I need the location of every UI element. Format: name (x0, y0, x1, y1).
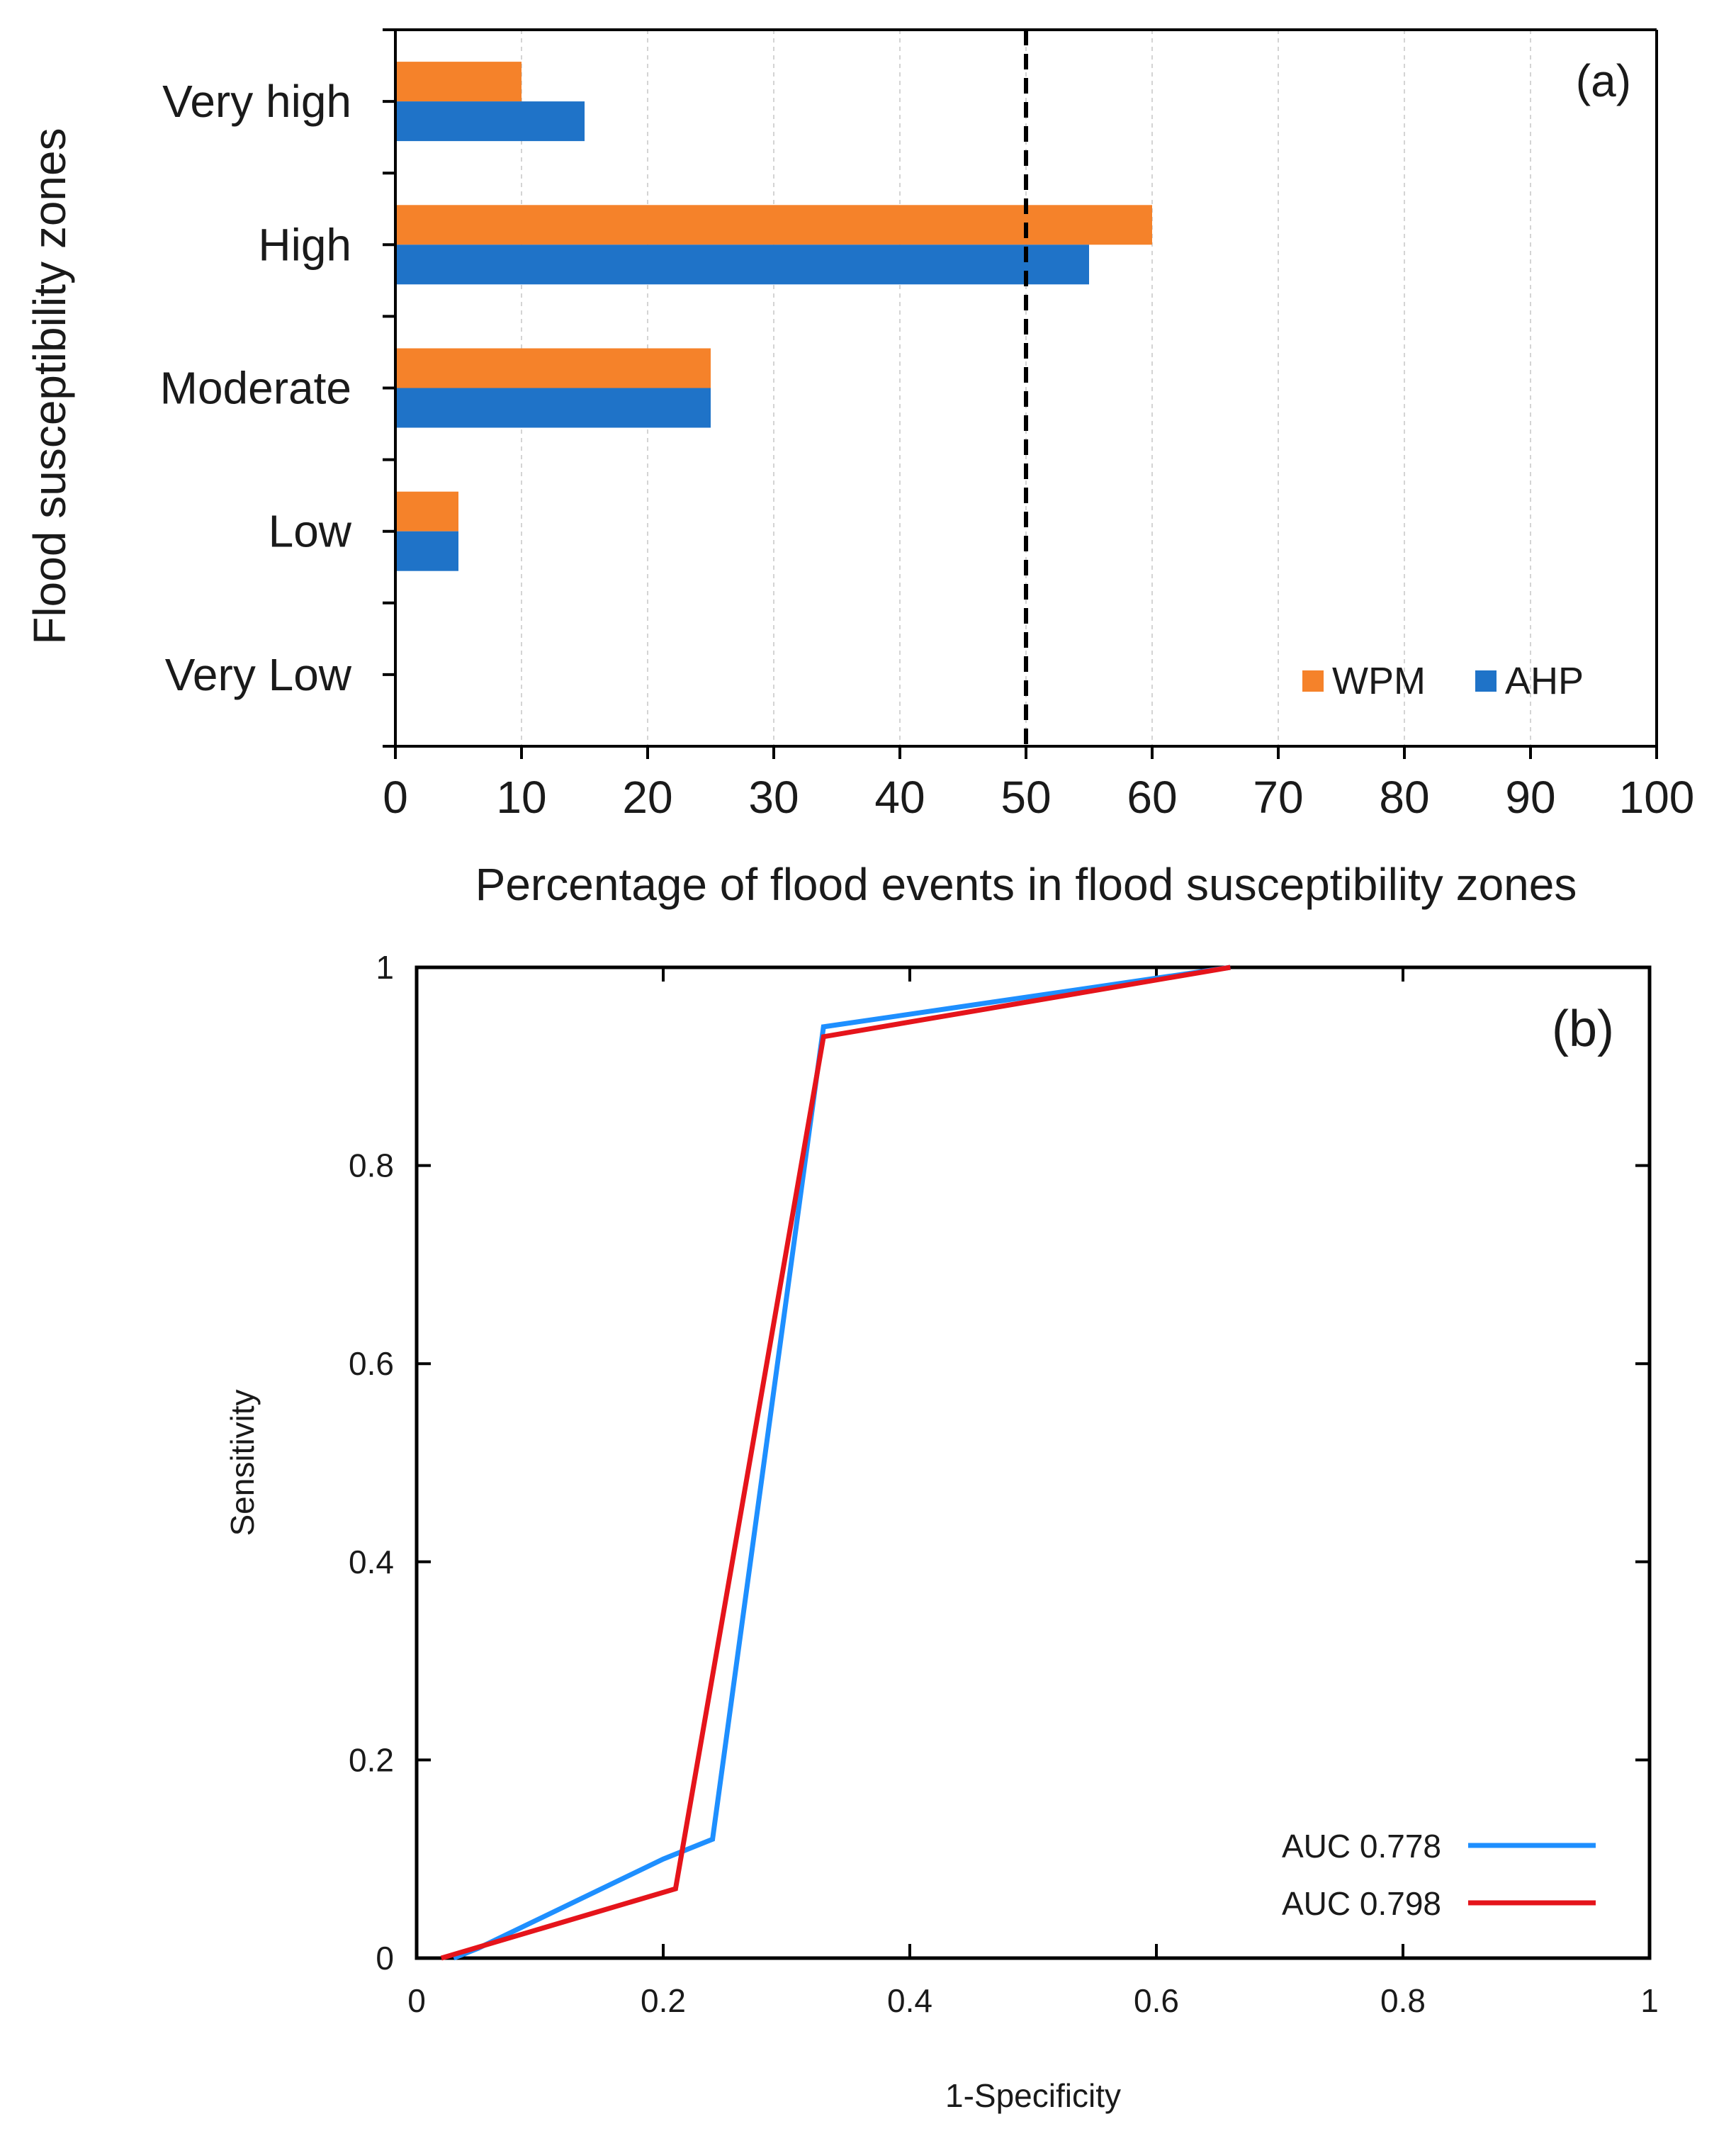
a-x-tick-label-20: 20 (622, 772, 672, 823)
a-y-tick-labels: Very high High Moderate Low Very Low (160, 76, 352, 700)
a-x-tick-label-60: 60 (1127, 772, 1177, 823)
panel-a-bar-chart: 0 10 20 30 40 50 60 70 80 90 100 Very high High Mode… (24, 28, 1694, 910)
b-series-lines (440, 965, 1231, 1961)
a-bar-ahp-high (395, 244, 1089, 285)
a-bar-ahp-low (395, 531, 458, 571)
a-bar-ahp-very-high (395, 101, 585, 142)
a-x-tick-label-100: 100 (1619, 772, 1695, 823)
a-y-tick-label-very-high: Very high (162, 76, 351, 127)
a-legend-swatch-ahp (1475, 670, 1497, 692)
b-line-auc-0-778 (452, 965, 1231, 1961)
a-x-tick-label-50: 50 (1001, 772, 1051, 823)
a-legend: WPM AHP (1302, 660, 1584, 702)
a-legend-label-ahp: AHP (1505, 660, 1584, 702)
a-x-tick-label-70: 70 (1253, 772, 1303, 823)
b-x-tick-labels: 0 0.2 0.4 0.6 0.8 1 (407, 1982, 1659, 2019)
b-y-tick-label-0-8: 0.8 (349, 1147, 394, 1184)
a-panel-label: (a) (1576, 55, 1631, 106)
b-plot-frame (415, 965, 1652, 1960)
b-x-tick-label-0-6: 0.6 (1134, 1982, 1179, 2019)
a-ticks (383, 28, 1658, 759)
a-legend-label-wpm: WPM (1332, 660, 1426, 702)
a-y-tick-label-very-low: Very Low (165, 649, 352, 700)
b-y-axis-label: Sensitivity (224, 1389, 261, 1536)
a-bar-wpm-low (395, 491, 458, 532)
b-y-tick-label-0-4: 0.4 (349, 1544, 394, 1580)
b-x-tick-label-0: 0 (407, 1982, 426, 2019)
a-y-tick-label-high: High (258, 219, 351, 270)
a-bar-wpm-high (395, 205, 1152, 245)
b-x-tick-label-0-2: 0.2 (641, 1982, 686, 2019)
b-ticks (415, 966, 1651, 1960)
b-legend-label-auc-0798: AUC 0.798 (1282, 1885, 1441, 1922)
b-panel-label: (b) (1552, 1001, 1614, 1057)
b-x-tick-label-0-4: 0.4 (887, 1982, 932, 2019)
a-bar-wpm-moderate (395, 348, 711, 388)
a-legend-swatch-wpm (1302, 670, 1324, 692)
a-x-tick-label-0: 0 (383, 772, 408, 823)
b-y-tick-labels: 0 0.2 0.4 0.6 0.8 1 (349, 949, 394, 1977)
b-line-auc-0-798 (440, 965, 1231, 1961)
a-x-tick-label-90: 90 (1505, 772, 1555, 823)
a-gridlines (521, 30, 1531, 746)
a-y-tick-label-moderate: Moderate (160, 363, 351, 414)
b-x-axis-label: 1-Specificity (945, 2077, 1121, 2114)
a-bars (395, 62, 1152, 571)
a-y-axis-label: Flood susceptibility zones (24, 128, 75, 644)
b-legend: AUC 0.778 AUC 0.798 (1282, 1828, 1596, 1922)
b-x-tick-label-0-8: 0.8 (1380, 1982, 1426, 2019)
a-y-tick-label-low: Low (269, 506, 352, 557)
b-x-tick-label-1: 1 (1640, 1982, 1659, 2019)
a-bar-wpm-very-high (395, 62, 522, 102)
a-bar-ahp-moderate (395, 388, 711, 428)
a-x-tick-label-80: 80 (1379, 772, 1429, 823)
panel-b-roc-chart: 0 0.2 0.4 0.6 0.8 1 0 0.2 0.4 0.6 0.8 1 (b) 1-Spec… (224, 949, 1659, 2114)
b-legend-label-auc-0778: AUC 0.778 (1282, 1828, 1441, 1865)
a-x-tick-label-10: 10 (496, 772, 546, 823)
a-x-tick-label-40: 40 (874, 772, 925, 823)
b-y-tick-label-0: 0 (376, 1940, 394, 1977)
a-x-tick-labels: 0 10 20 30 40 50 60 70 80 90 100 (383, 772, 1694, 823)
b-y-tick-label-1: 1 (376, 949, 394, 986)
a-x-axis-label: Percentage of flood events in flood susc… (475, 859, 1577, 910)
b-y-tick-label-0-6: 0.6 (349, 1345, 394, 1382)
b-y-tick-label-0-2: 0.2 (349, 1741, 394, 1778)
a-x-tick-label-30: 30 (748, 772, 799, 823)
